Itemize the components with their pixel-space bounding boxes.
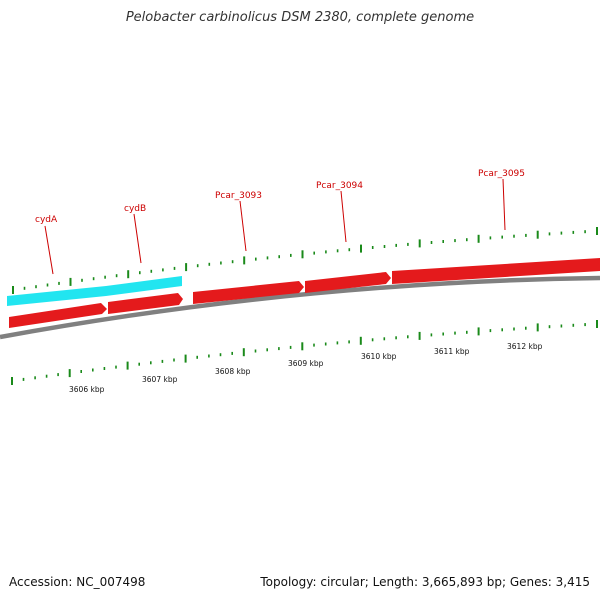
gene-leader-pcar-3094 — [340, 190, 347, 243]
scale-label-3609: 3609 kbp — [288, 359, 324, 368]
gene-leader-pcar-3093 — [239, 200, 247, 252]
gene-arrow-pcar-3093[interactable] — [193, 281, 304, 304]
scale-label-3612: 3612 kbp — [507, 342, 543, 351]
gene-arrow-pcar-3094[interactable] — [305, 272, 391, 293]
scale-label-3606: 3606 kbp — [69, 385, 105, 394]
gene-arrow-cyda[interactable] — [9, 303, 107, 328]
gene-label-pcar-3095: Pcar_3095 — [478, 169, 525, 179]
accession-text: Accession: NC_007498 — [9, 575, 146, 589]
gene-leader-pcar-3095 — [502, 178, 506, 231]
inner-tick-ring — [11, 320, 598, 385]
scale-label-3610: 3610 kbp — [361, 352, 397, 361]
gene-leader-cyda — [44, 225, 54, 275]
gene-label-cyda: cydA — [35, 215, 58, 225]
genome-backbone — [0, 275, 600, 340]
scale-label-3607: 3607 kbp — [142, 375, 178, 384]
gene-arrow-pcar-3095[interactable] — [392, 258, 600, 284]
gene-arrow-cydb[interactable] — [108, 293, 183, 314]
gene-leader-cydb — [133, 213, 142, 264]
genome-summary-text: Topology: circular; Length: 3,665,893 bp… — [260, 575, 590, 589]
map-title: Pelobacter carbinolicus DSM 2380, comple… — [125, 10, 475, 25]
scale-label-3608: 3608 kbp — [215, 367, 251, 376]
gene-label-cydb: cydB — [124, 204, 146, 214]
gene-label-pcar-3094: Pcar_3094 — [316, 181, 363, 191]
gene-highlight-cyda[interactable] — [7, 286, 106, 306]
gene-highlight-cydb[interactable] — [106, 276, 182, 296]
gene-label-pcar-3093: Pcar_3093 — [215, 191, 262, 201]
outer-tick-ring — [12, 227, 598, 294]
scale-label-3611: 3611 kbp — [434, 347, 470, 356]
